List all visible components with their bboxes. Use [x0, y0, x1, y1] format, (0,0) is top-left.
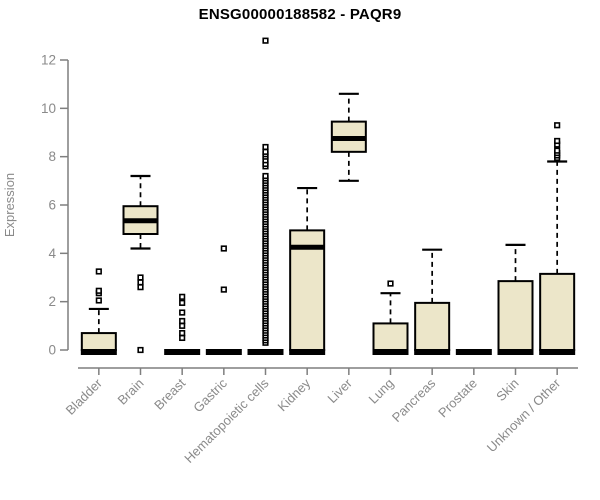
box-pancreas: [414, 301, 451, 351]
outlier-point: [554, 147, 561, 154]
box-lung: [372, 322, 409, 351]
outlier-point: [137, 284, 144, 291]
outlier-point: [179, 317, 186, 325]
y-tick-label: 0: [48, 343, 56, 358]
outlier-point: [387, 280, 394, 287]
outlier-point: [262, 148, 269, 155]
y-tick-label: 12: [41, 53, 56, 68]
y-tick-label: 10: [41, 101, 56, 116]
x-category-label: Lung: [366, 376, 397, 407]
x-category-label: Prostate: [435, 376, 480, 421]
outlier-point: [137, 279, 144, 286]
outlier-point: [220, 286, 227, 293]
y-tick-label: 2: [48, 294, 56, 309]
box-skin: [497, 280, 534, 351]
outlier-point: [554, 122, 561, 129]
box-kidney: [289, 229, 326, 351]
chart-title: ENSG00000188582 - PAQR9: [198, 6, 402, 23]
outlier-point: [95, 287, 102, 294]
x-category-label: Bladder: [63, 375, 106, 418]
x-category-label: Gastric: [190, 375, 230, 415]
outlier-point: [137, 274, 144, 281]
y-tick-label: 8: [48, 149, 56, 164]
x-category-label: Pancreas: [389, 375, 439, 425]
y-axis-label: Expression: [2, 173, 17, 237]
outlier-point: [179, 329, 186, 337]
x-category-label: Unknown / Other: [484, 375, 564, 455]
outlier-point: [179, 334, 186, 342]
outlier-point: [262, 172, 269, 180]
outlier-point: [554, 137, 561, 145]
outlier-point: [262, 37, 269, 44]
x-category-label: Brain: [115, 376, 147, 408]
x-category-label: Skin: [493, 376, 521, 404]
y-tick-label: 6: [48, 198, 56, 213]
outlier-point: [95, 268, 102, 275]
outlier-point: [220, 245, 227, 252]
x-category-label: Liver: [324, 375, 355, 406]
outlier-point: [95, 297, 102, 304]
outlier-point: [179, 309, 186, 316]
outlier-point: [137, 346, 144, 354]
outlier-point: [262, 143, 269, 151]
outlier-point: [179, 293, 186, 300]
outlier-point: [179, 322, 186, 329]
x-category-label: Breast: [151, 375, 188, 412]
outlier-point: [179, 299, 186, 306]
box-unknown-other: [539, 272, 576, 351]
y-tick-label: 4: [48, 246, 56, 261]
box-bladder: [80, 332, 117, 352]
x-category-label: Kidney: [275, 375, 314, 414]
